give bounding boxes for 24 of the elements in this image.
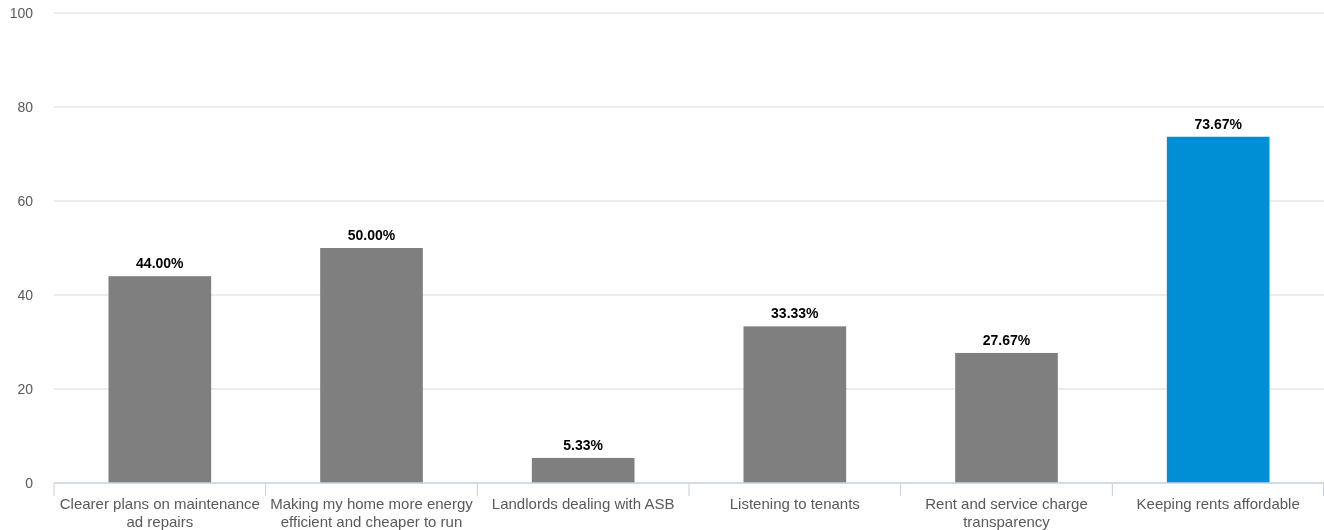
y-tick-label: 0 [25,474,34,491]
y-tick-label: 60 [17,192,34,209]
y-tick-label: 40 [17,286,34,303]
x-tick-label: Keeping rents affordable [1136,495,1300,512]
data-label: 33.33% [771,305,820,322]
data-label: 44.00% [136,255,185,272]
bar [743,326,847,483]
y-tick-label: 80 [17,98,34,115]
data-label: 73.67% [1194,115,1243,132]
x-tick-label: Making my home more energy efficient and cheaper to run [270,495,474,530]
y-tick-label: 20 [17,380,34,397]
bar [531,457,635,483]
y-tick-label: 100 [9,4,34,21]
bar [108,276,212,483]
x-tick-label: Clearer plans on maintenance ad repairs [59,495,260,530]
x-tick-label: Listening to tenants [729,495,860,512]
data-label: 5.33% [563,436,604,453]
bar [1166,136,1270,483]
x-tick-label: Landlords dealing with ASB [491,495,675,512]
data-label: 27.67% [982,331,1031,348]
bar [955,352,1058,483]
bar [320,248,423,483]
x-tick-label: Rent and service charge transparency [925,495,1088,530]
data-label: 50.00% [347,227,396,243]
